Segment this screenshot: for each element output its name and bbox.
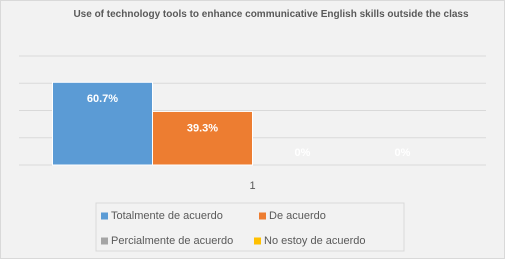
legend-swatch [101, 237, 108, 245]
legend-label: No estoy de acuerdo [264, 235, 366, 247]
legend-label: Totalmente de acuerdo [111, 210, 223, 222]
x-tick-label: 1 [249, 180, 255, 192]
legend-label: De acuerdo [269, 210, 326, 222]
legend-label: Percialmente de acuerdo [111, 235, 233, 247]
legend-box [95, 202, 405, 252]
chart-title: Use of technology tools to enhance commu… [73, 9, 469, 20]
value-label: 0% [395, 147, 411, 159]
legend-swatch [254, 237, 261, 245]
value-label: 60.7% [87, 93, 118, 105]
bar [52, 81, 153, 166]
legend-swatch [259, 212, 266, 220]
legend-swatch [101, 212, 108, 220]
value-label: 0% [295, 147, 311, 159]
bar [152, 110, 253, 166]
value-label: 39.3% [187, 122, 218, 134]
